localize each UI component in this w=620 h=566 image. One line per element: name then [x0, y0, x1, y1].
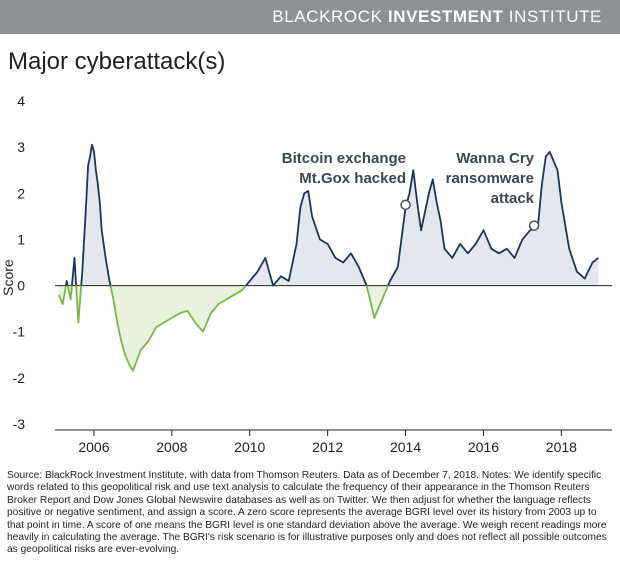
positive-series-line-7 [245, 190, 368, 287]
x-tick-label-2016: 2016 [468, 439, 499, 455]
y-tick-label--2: -2 [13, 370, 26, 386]
y-tick-label-4: 4 [17, 93, 25, 109]
positive-series-line-1 [65, 280, 69, 286]
annotation-1-line-0: Wanna Cry [456, 150, 534, 167]
negative-series-line-0 [58, 285, 67, 305]
y-axis-label: Score [0, 259, 16, 296]
x-tick-label-2006: 2006 [78, 439, 109, 455]
y-tick-label-0: 0 [17, 278, 25, 294]
y-tick-label-2: 2 [17, 185, 25, 201]
x-tick-label-2008: 2008 [156, 439, 187, 455]
negative-area-fill-6 [110, 285, 246, 371]
negative-series-line-2 [66, 285, 73, 301]
chart-title: Major cyberattack(s) [8, 48, 226, 75]
source-note: Source: BlackRock Investment Institute, … [7, 470, 607, 556]
y-tick-label--3: -3 [13, 416, 26, 432]
annotation-0-line-1: Mt.Gox hacked [299, 170, 406, 187]
negative-series-line-6 [109, 285, 247, 372]
header-banner: BLACKROCK INVESTMENT INSTITUTE [0, 0, 620, 34]
annotation-marker-1 [528, 220, 540, 231]
brand-part-1: BLACKROCK [272, 7, 383, 26]
y-tick-label-1: 1 [17, 231, 25, 247]
positive-series-line-5 [80, 143, 112, 286]
x-tick-label-2010: 2010 [234, 439, 265, 455]
positive-area-fill-5 [81, 144, 111, 286]
positive-area-fill-7 [245, 191, 367, 286]
chart-area: -3 -2 -1 0 1 2 3 4 2006 2008 2010 2012 2014 2016 2018 S… [0, 93, 612, 455]
positive-area-fill-9 [388, 151, 599, 286]
y-tick-label-3: 3 [17, 139, 25, 155]
negative-area-fill-8 [366, 285, 388, 318]
brand-part-2: INVESTMENT [387, 7, 504, 26]
positive-series-line-3 [71, 257, 77, 286]
brand-logo: BLACKROCK INVESTMENT INSTITUTE [272, 7, 602, 27]
y-tick-label--1: -1 [13, 324, 26, 340]
x-tick-label-2014: 2014 [390, 439, 421, 455]
positive-series-line-9 [387, 150, 599, 286]
negative-series-line-8 [365, 285, 389, 319]
brand-part-3: INSTITUTE [508, 7, 602, 26]
annotation-0-line-0: Bitcoin exchange [282, 150, 406, 167]
x-tick-label-2012: 2012 [312, 439, 343, 455]
x-tick-label-2018: 2018 [546, 439, 577, 455]
annotation-marker-0 [400, 199, 411, 211]
negative-series-line-4 [75, 285, 83, 324]
negative-area-fill-0 [58, 285, 66, 304]
annotation-1-line-1: ransomware [446, 170, 534, 187]
annotation-1-line-2: attack [491, 190, 535, 207]
